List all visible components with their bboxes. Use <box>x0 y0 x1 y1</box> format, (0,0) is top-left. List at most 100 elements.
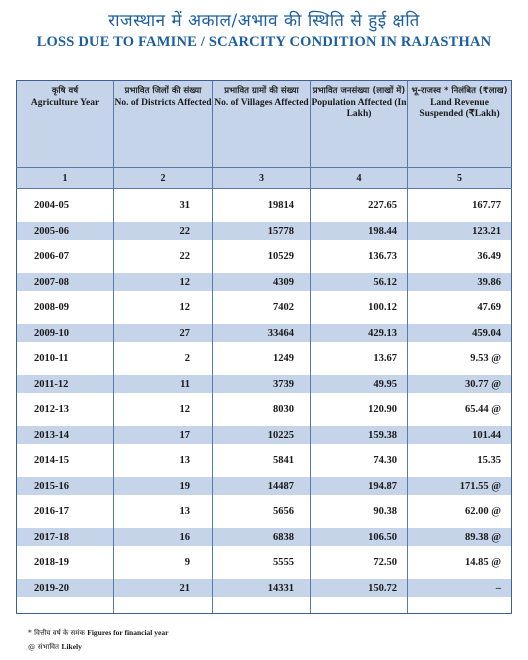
districts-cell: 2 <box>113 342 213 375</box>
header-population-affected: प्रभावित जनसंख्या (लाखों में) Population… <box>310 80 408 168</box>
title-english: LOSS DUE TO FAMINE / SCARCITY CONDITION … <box>36 34 492 50</box>
spacer-cell <box>16 597 114 614</box>
population-cell: 136.73 <box>310 240 408 273</box>
districts-cell: 11 <box>113 375 213 393</box>
spacer-cell <box>212 597 311 614</box>
year-cell: 2005-06 <box>16 222 114 240</box>
year-cell: 2009-10 <box>16 324 114 342</box>
districts-cell: 22 <box>113 240 213 273</box>
villages-cell: 6838 <box>212 528 311 546</box>
column-number: 2 <box>113 167 213 189</box>
header-hindi: प्रभावित जनसंख्या (लाखों में) <box>312 86 406 96</box>
table-row: 2011-12 11 3739 49.95 30.77 @ <box>16 375 512 393</box>
revenue-cell: 9.53 @ <box>407 342 512 375</box>
header-villages-affected: प्रभावित ग्रामों की संख्या No. of Villag… <box>212 80 311 168</box>
revenue-cell: 65.44 @ <box>407 393 512 426</box>
spacer-cell <box>310 597 408 614</box>
villages-cell: 10529 <box>212 240 311 273</box>
population-cell: 90.38 <box>310 495 408 528</box>
population-cell: 150.72 <box>310 579 408 597</box>
footnote-english: Figures for financial year <box>87 628 169 637</box>
table-row: 2019-20 21 14331 150.72– <box>16 579 512 597</box>
revenue-cell: 123.21 <box>407 222 512 240</box>
districts-cell: 12 <box>113 291 213 324</box>
footnote-financial-year: * वित्तीय वर्ष के समंक Figures for finan… <box>28 628 168 638</box>
column-number: 4 <box>310 167 408 189</box>
header-hindi: कृषि वर्ष <box>51 86 79 96</box>
column-number: 3 <box>212 167 311 189</box>
villages-cell: 33464 <box>212 324 311 342</box>
revenue-cell: 39.86 <box>407 273 512 291</box>
districts-cell: 12 <box>113 273 213 291</box>
header-hindi: प्रभावित जिलों की संख्या <box>124 86 202 96</box>
table-row: 2017-18 16 6838 106.50 89.38 @ <box>16 528 512 546</box>
population-cell: 74.30 <box>310 444 408 477</box>
table-row: 2008-09 12 7402 100.12 47.69 <box>16 291 512 324</box>
year-cell: 2018-19 <box>16 546 114 579</box>
villages-cell: 8030 <box>212 393 311 426</box>
revenue-cell: 30.77 @ <box>407 375 512 393</box>
year-cell: 2010-11 <box>16 342 114 375</box>
year-cell: 2015-16 <box>16 477 114 495</box>
revenue-cell: 171.55 @ <box>407 477 512 495</box>
population-cell: 429.13 <box>310 324 408 342</box>
villages-cell: 19814 <box>212 188 311 222</box>
revenue-cell: – <box>407 579 512 597</box>
table-body: 2004-05 31 19814 227.65 167.77 2005-06 22 15778… <box>16 188 512 614</box>
header-agriculture-year: कृषि वर्ष Agriculture Year <box>16 80 114 168</box>
districts-cell: 22 <box>113 222 213 240</box>
column-number-row: 1 2 3 4 5 <box>16 167 512 189</box>
year-cell: 2013-14 <box>16 426 114 444</box>
table-row: 2009-10 27 33464 429.13 459.04 <box>16 324 512 342</box>
title-hindi: राजस्थान में अकाल/अभाव की स्थिति से हुई … <box>108 11 420 31</box>
year-cell: 2004-05 <box>16 188 114 222</box>
header-hindi: भू-राजस्व * निलंबित (₹लाख) <box>411 86 508 96</box>
population-cell: 159.38 <box>310 426 408 444</box>
year-cell: 2011-12 <box>16 375 114 393</box>
population-cell: 72.50 <box>310 546 408 579</box>
table-row: 2007-08 12 4309 56.12 39.86 <box>16 273 512 291</box>
table-row: 2004-05 31 19814 227.65 167.77 <box>16 188 512 222</box>
revenue-cell: 47.69 <box>407 291 512 324</box>
population-cell: 194.87 <box>310 477 408 495</box>
footnote-symbol: @ <box>28 642 36 651</box>
revenue-cell: 36.49 <box>407 240 512 273</box>
districts-cell: 16 <box>113 528 213 546</box>
year-cell: 2008-09 <box>16 291 114 324</box>
year-cell: 2006-07 <box>16 240 114 273</box>
header-english: Land Revenue Suspended (₹Lakh) <box>419 97 500 119</box>
famine-loss-table-container: कृषि वर्ष Agriculture Year प्रभावित जिलो… <box>16 80 512 614</box>
table-row: 2006-07 22 10529 136.73 36.49 <box>16 240 512 273</box>
famine-loss-table: कृषि वर्ष Agriculture Year प्रभावित जिलो… <box>16 80 512 614</box>
revenue-cell: 167.77 <box>407 188 512 222</box>
revenue-cell: 89.38 @ <box>407 528 512 546</box>
revenue-cell: 62.00 @ <box>407 495 512 528</box>
header-english: Agriculture Year <box>30 97 100 108</box>
villages-cell: 15778 <box>212 222 311 240</box>
districts-cell: 13 <box>113 444 213 477</box>
table-row: 2005-06 22 15778 198.44 123.21 <box>16 222 512 240</box>
table-row: 2016-17 13 5656 90.38 62.00 @ <box>16 495 512 528</box>
districts-cell: 17 <box>113 426 213 444</box>
table-row: 2014-15 13 5841 74.30 15.35 <box>16 444 512 477</box>
footnote-hindi: संभावित <box>37 643 60 651</box>
population-cell: 120.90 <box>310 393 408 426</box>
population-cell: 49.95 <box>310 375 408 393</box>
table-row: 2013-14 17 10225 159.38 101.44 <box>16 426 512 444</box>
table-row: 2010-11 2 1249 13.67 9.53 @ <box>16 342 512 375</box>
villages-cell: 5841 <box>212 444 311 477</box>
spacer-cell <box>407 597 512 614</box>
footnote-hindi: वित्तीय वर्ष के समंक <box>34 629 85 637</box>
header-english: No. of Districts Affected <box>114 97 212 108</box>
villages-cell: 14487 <box>212 477 311 495</box>
year-cell: 2016-17 <box>16 495 114 528</box>
column-number: 1 <box>16 167 114 189</box>
districts-cell: 13 <box>113 495 213 528</box>
population-cell: 227.65 <box>310 188 408 222</box>
districts-cell: 19 <box>113 477 213 495</box>
year-cell: 2019-20 <box>16 579 114 597</box>
column-headers: कृषि वर्ष Agriculture Year प्रभावित जिलो… <box>16 80 512 168</box>
table-row: 2015-16 19 14487 194.87 171.55 @ <box>16 477 512 495</box>
villages-cell: 4309 <box>212 273 311 291</box>
revenue-cell: 459.04 <box>407 324 512 342</box>
